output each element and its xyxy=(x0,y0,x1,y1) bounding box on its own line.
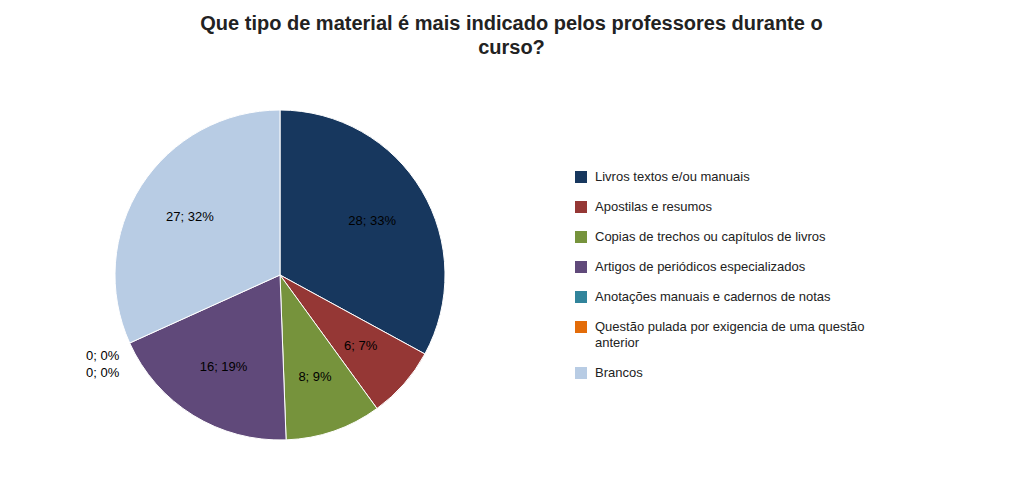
legend-label: Anotações manuais e cadernos de notas xyxy=(595,289,831,304)
legend: Livros textos e/ou manuais Apostilas e re… xyxy=(575,169,865,380)
data-label: 8; 9% xyxy=(298,369,332,384)
legend-swatch xyxy=(575,231,587,243)
data-label: 0; 0% xyxy=(86,365,120,380)
chart: Que tipo de material é mais indicado pel… xyxy=(0,0,1023,486)
data-label: 16; 19% xyxy=(200,359,248,374)
chart-container: Que tipo de material é mais indicado pel… xyxy=(0,0,1023,486)
data-label: 27; 32% xyxy=(166,209,214,224)
legend-label: Livros textos e/ou manuais xyxy=(595,169,750,184)
legend-label: Apostilas e resumos xyxy=(595,199,713,214)
legend-swatch xyxy=(575,367,587,379)
legend-swatch xyxy=(575,291,587,303)
legend-label: Artigos de periódicos especializados xyxy=(595,259,806,274)
legend-swatch xyxy=(575,321,587,333)
legend-label: Questão pulada por exigencia de uma ques… xyxy=(595,319,865,350)
legend-swatch xyxy=(575,171,587,183)
legend-label: Copias de trechos ou capítulos de livros xyxy=(595,229,826,244)
data-label: 0; 0% xyxy=(86,348,120,363)
title: Que tipo de material é mais indicado pel… xyxy=(200,12,822,58)
slice xyxy=(280,275,377,440)
data-label: 28; 33% xyxy=(348,213,396,228)
legend-swatch xyxy=(575,261,587,273)
legend-label: Brancos xyxy=(595,365,643,380)
slice xyxy=(115,110,280,343)
data-labels: 28; 33% 6; 7% 8; 9% 16; 19% 0; 0% 0; 0% 27; 32… xyxy=(86,209,397,384)
pie xyxy=(115,110,445,440)
legend-swatch xyxy=(575,201,587,213)
data-label: 6; 7% xyxy=(344,338,378,353)
